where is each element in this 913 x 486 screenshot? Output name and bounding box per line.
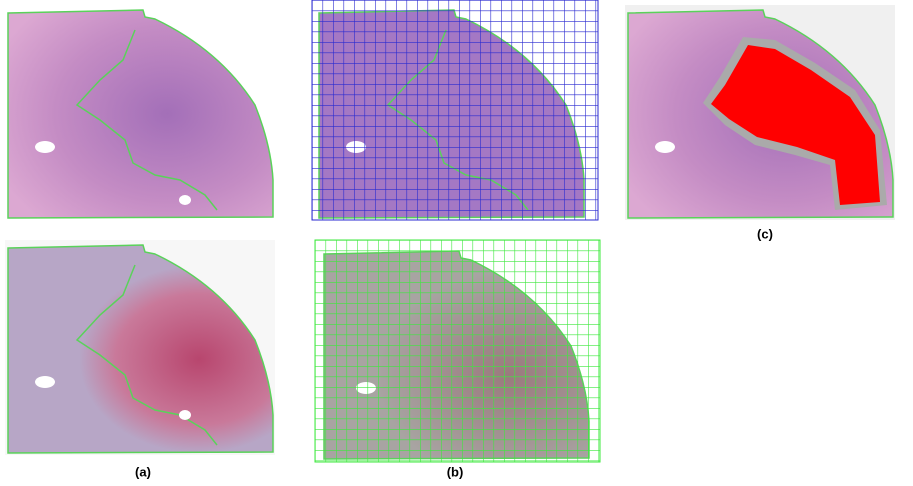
panel-b-bottom <box>314 239 601 463</box>
panel-c <box>625 5 895 220</box>
panel-a-bottom <box>5 240 275 455</box>
label-b: (b) <box>447 464 464 479</box>
label-a: (a) <box>135 464 151 479</box>
label-c: (c) <box>757 226 773 241</box>
panel-b-top <box>311 0 599 221</box>
panel-a-top <box>7 9 274 219</box>
